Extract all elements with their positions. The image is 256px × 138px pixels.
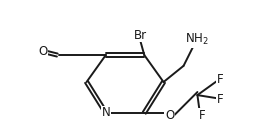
Text: Br: Br [134, 29, 147, 42]
Text: NH$_2$: NH$_2$ [185, 32, 209, 47]
Text: F: F [216, 73, 223, 86]
Text: F: F [199, 109, 205, 122]
Text: O: O [165, 109, 174, 122]
Text: O: O [38, 46, 47, 59]
Text: F: F [216, 93, 223, 106]
Text: N: N [101, 106, 110, 119]
